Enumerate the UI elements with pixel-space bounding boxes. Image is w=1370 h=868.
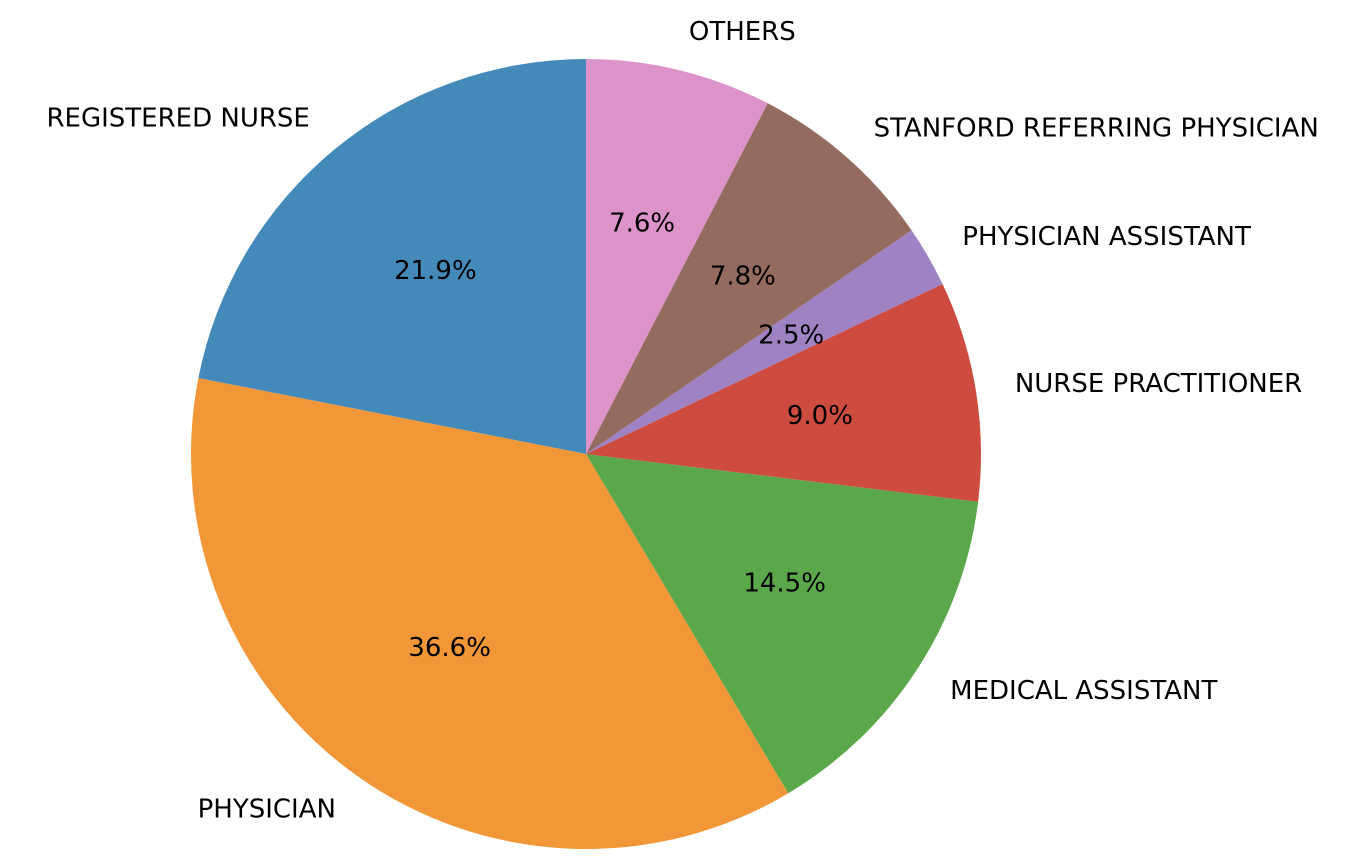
slice-label-physician: PHYSICIAN	[198, 794, 336, 824]
pct-label-others: 7.6%	[609, 209, 675, 239]
pie-slice-physician-assistant	[586, 230, 943, 454]
pie-slice-nurse-practitioner	[586, 283, 982, 502]
pct-label-physician-assistant: 2.5%	[758, 321, 824, 351]
slice-label-nurse-practitioner: NURSE PRACTITIONER	[1015, 369, 1302, 399]
pct-label-medical-assistant: 14.5%	[743, 568, 826, 598]
category-labels: REGISTERED NURSE PHYSICIAN MEDICAL ASSISTA…	[46, 17, 1318, 824]
slice-label-stanford-referring-physician: STANFORD REFERRING PHYSICIAN	[874, 113, 1319, 143]
slice-label-registered-nurse: REGISTERED NURSE	[46, 104, 309, 134]
pct-label-stanford-referring-physician: 7.8%	[710, 261, 776, 291]
pct-label-nurse-practitioner: 9.0%	[787, 401, 853, 431]
pct-label-registered-nurse: 21.9%	[394, 256, 477, 286]
pie-slice-registered-nurse	[198, 59, 586, 454]
slice-label-physician-assistant: PHYSICIAN ASSISTANT	[962, 222, 1251, 252]
pie-slice-stanford-referring-physician	[586, 103, 912, 454]
pie-slice-others	[586, 59, 768, 454]
slice-label-others: OTHERS	[689, 17, 796, 47]
pie-slice-physician	[190, 378, 789, 850]
pct-label-physician: 36.6%	[408, 633, 491, 663]
percentage-labels: 21.9% 36.6% 14.5% 9.0% 2.5% 7.8% 7.6%	[394, 209, 853, 663]
slice-label-medical-assistant: MEDICAL ASSISTANT	[950, 676, 1217, 706]
pie-slices	[190, 59, 982, 850]
pie-slice-medical-assistant	[586, 454, 979, 794]
